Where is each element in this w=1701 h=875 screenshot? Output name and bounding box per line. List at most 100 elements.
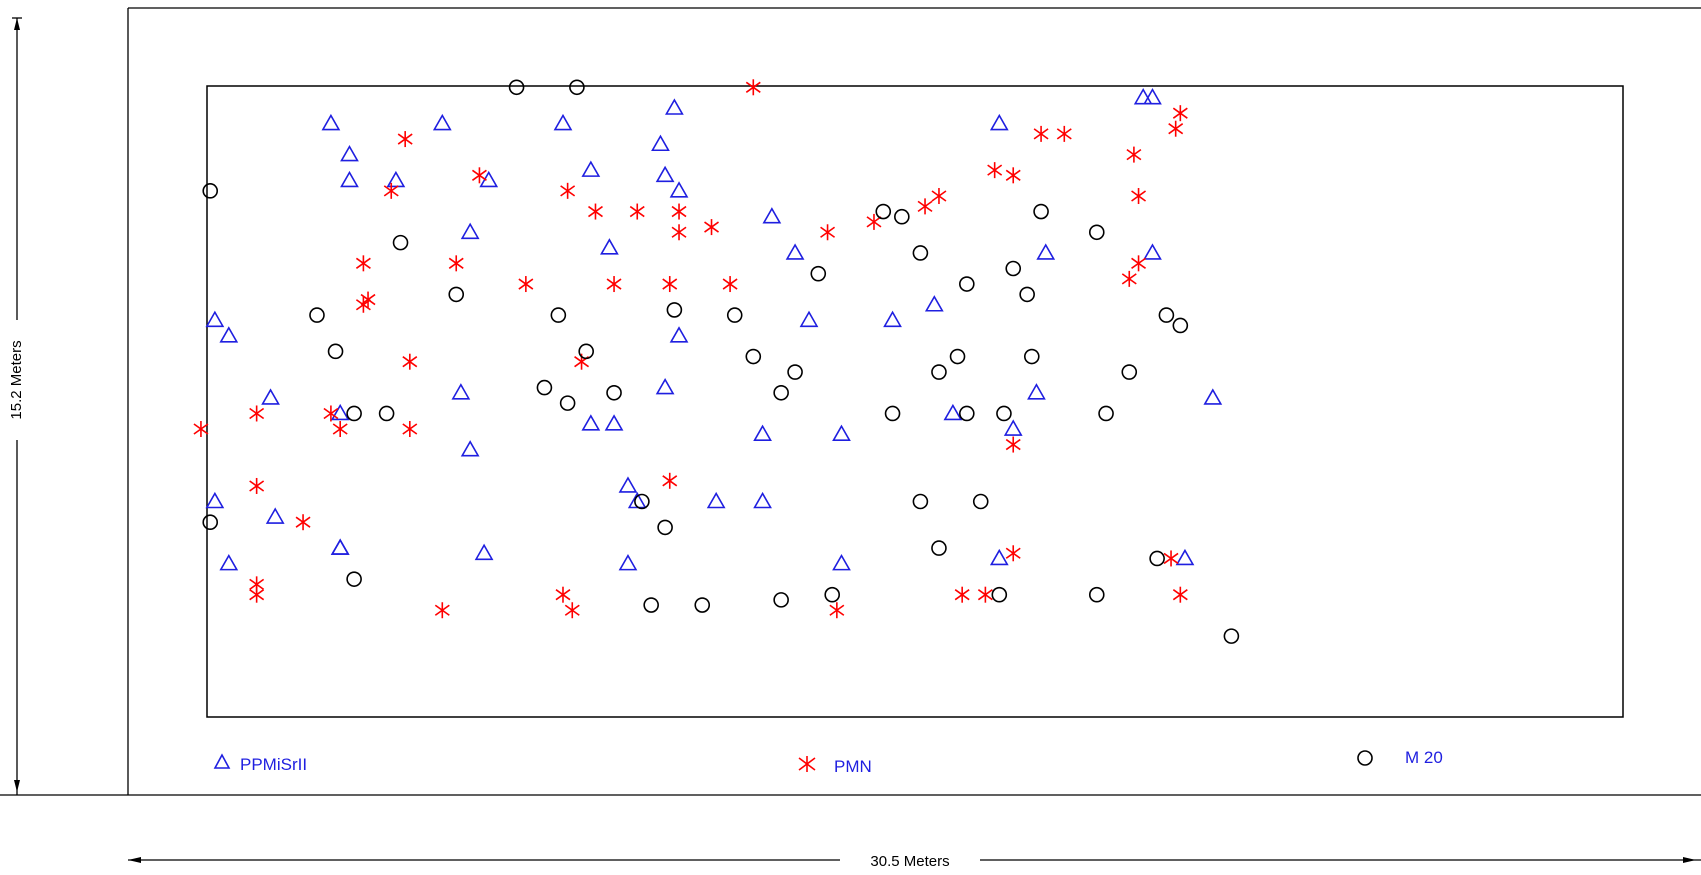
circle-marker <box>392 234 409 251</box>
circle-marker <box>606 384 622 401</box>
triangle-marker <box>753 424 772 441</box>
circle-marker <box>643 597 659 613</box>
height-dimension-label: 15.2 Meters <box>8 340 25 419</box>
triangle-marker <box>1143 243 1162 260</box>
circle-marker <box>972 493 989 510</box>
triangle-marker <box>706 491 726 509</box>
width-dimension-label: 30.5 Meters <box>870 853 949 870</box>
star-marker <box>397 131 413 148</box>
circle-marker <box>1088 586 1105 603</box>
star-marker <box>917 198 933 215</box>
triangle-marker <box>330 538 350 555</box>
star-marker <box>662 472 678 489</box>
star-marker <box>355 255 371 272</box>
circle-marker <box>1121 364 1138 380</box>
star-marker <box>977 586 993 603</box>
star-marker <box>662 276 678 293</box>
star-marker <box>954 586 970 603</box>
legend-circle: M 20 <box>1357 748 1443 767</box>
plot-boundary <box>206 85 1624 718</box>
star-marker <box>249 477 265 494</box>
star-marker <box>866 213 882 230</box>
circle-marker <box>309 307 325 323</box>
circle-marker <box>745 348 762 365</box>
circle-marker <box>1223 628 1240 644</box>
star-marker <box>1056 125 1072 142</box>
circle-marker <box>346 571 362 587</box>
star-marker <box>820 224 836 241</box>
circle-marker <box>346 405 362 422</box>
star-marker <box>1005 167 1021 184</box>
triangle-marker <box>219 554 239 571</box>
triangle-marker <box>669 326 689 343</box>
circle-marker <box>1005 260 1022 277</box>
star-marker <box>383 182 399 199</box>
circle-marker <box>875 203 892 220</box>
triangle-marker <box>924 295 944 312</box>
height-dimension: 15.2 Meters <box>8 17 25 795</box>
star-marker <box>1131 188 1147 205</box>
star-marker <box>564 602 580 619</box>
triangle-marker <box>785 243 805 260</box>
legend-star-icon <box>798 756 816 772</box>
triangle-marker <box>618 554 638 571</box>
star-marker <box>1131 255 1147 272</box>
triangle-marker <box>460 440 480 457</box>
star-marker <box>671 224 687 241</box>
triangle-marker <box>989 548 1009 566</box>
circle-marker <box>912 493 929 510</box>
star-marker <box>193 421 209 438</box>
star-marker <box>323 405 339 422</box>
triangle-marker <box>479 170 499 188</box>
circle-marker <box>666 302 683 318</box>
star-marker <box>1172 105 1188 122</box>
star-marker <box>1163 550 1179 567</box>
triangle-marker <box>1027 383 1046 400</box>
circle-marker <box>550 307 567 323</box>
star-marker <box>249 586 265 603</box>
legend-circle-label: M 20 <box>1405 748 1443 767</box>
star-marker <box>722 276 738 293</box>
triangle-marker <box>618 476 638 493</box>
triangle-marker <box>321 113 341 131</box>
triangle-marker <box>604 414 624 431</box>
triangle-marker <box>219 326 239 343</box>
circle-marker <box>1023 348 1040 365</box>
triangle-marker <box>1133 88 1153 105</box>
star-marker <box>471 167 487 184</box>
circle-marker <box>773 384 789 401</box>
circle-marker <box>894 208 910 225</box>
star-marker <box>402 421 418 438</box>
circle-marker <box>773 592 789 608</box>
triangle-marker <box>386 170 406 188</box>
star-marker <box>1005 545 1021 562</box>
star-marker <box>704 219 719 236</box>
triangle-marker <box>330 403 350 421</box>
circle-marker <box>569 79 585 96</box>
circle-marker <box>726 307 743 323</box>
circle-marker <box>1019 286 1035 303</box>
circle-marker <box>578 343 594 360</box>
circle-marker <box>694 597 711 613</box>
circle-marker <box>912 245 929 261</box>
triangle-marker <box>832 554 851 571</box>
legend-circle-icon <box>1357 750 1373 766</box>
legend-triangle-label: PPMiSrII <box>240 755 307 774</box>
star-marker <box>1168 120 1184 137</box>
circle-marker <box>1149 550 1165 567</box>
star-marker <box>560 182 576 199</box>
circle-marker <box>448 286 465 303</box>
circle-marker <box>327 343 344 360</box>
circle-marker <box>378 405 395 422</box>
triangle-marker <box>460 222 480 240</box>
triangle-marker <box>943 403 963 421</box>
circle-marker <box>657 519 673 536</box>
triangle-marker <box>665 98 684 115</box>
star-marker <box>555 586 571 603</box>
circle-marker <box>536 379 553 396</box>
star-marker <box>1172 586 1188 603</box>
legend-triangle-icon <box>213 753 231 769</box>
circle-marker <box>634 493 650 510</box>
circle-marker <box>202 183 219 199</box>
